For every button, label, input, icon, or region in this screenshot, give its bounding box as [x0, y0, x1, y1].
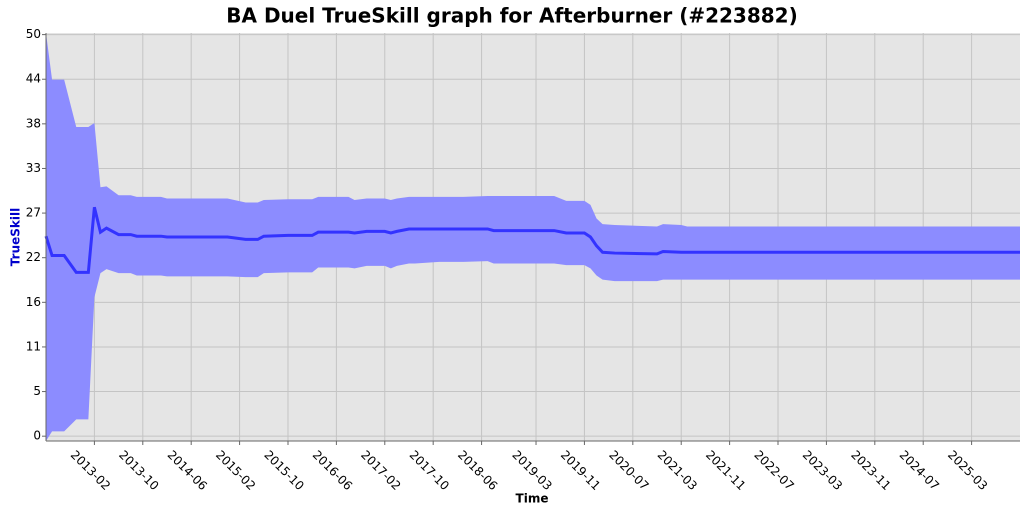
y-axis-label: TrueSkill [9, 208, 23, 266]
x-tick-label: 2016-06 [310, 448, 355, 493]
x-tick-label: 2014-06 [165, 448, 210, 493]
y-tick-label: 33 [26, 161, 41, 175]
x-axis-label: Time [516, 492, 549, 506]
x-tick-label: 2021-03 [655, 448, 700, 493]
x-tick-label: 2013-10 [116, 448, 161, 493]
chart-title: BA Duel TrueSkill graph for Afterburner … [226, 4, 797, 28]
x-tick-label: 2023-11 [848, 448, 893, 493]
y-tick-label: 5 [33, 384, 41, 398]
x-tick-label: 2017-10 [407, 448, 452, 493]
x-tick-label: 2023-03 [800, 448, 845, 493]
x-tick-label: 2017-02 [358, 448, 403, 493]
uncertainty-band [46, 33, 1020, 441]
y-tick-label: 16 [26, 295, 41, 309]
y-tick-label: 22 [26, 250, 41, 264]
y-tick-label: 50 [26, 27, 41, 41]
x-tick-label: 2021-11 [703, 448, 748, 493]
y-tick-label: 0 [33, 429, 41, 443]
x-tick-label: 2019-03 [509, 448, 554, 493]
x-tick-label: 2015-02 [213, 448, 258, 493]
x-tick-label: 2022-07 [751, 448, 796, 493]
y-tick-label: 44 [26, 72, 41, 86]
y-tick-label: 38 [26, 116, 41, 130]
x-tick-label: 2019-11 [558, 448, 603, 493]
x-tick-label: 2025-03 [945, 448, 990, 493]
y-tick-label: 27 [26, 206, 41, 220]
y-tick-label: 11 [26, 339, 41, 353]
x-tick-label: 2020-07 [606, 448, 651, 493]
mean-line [44, 206, 1020, 274]
x-tick-label: 2018-06 [455, 448, 500, 493]
x-tick-label: 2024-07 [897, 448, 942, 493]
x-tick-label: 2015-10 [261, 448, 306, 493]
x-tick-label: 2013-02 [68, 448, 113, 493]
